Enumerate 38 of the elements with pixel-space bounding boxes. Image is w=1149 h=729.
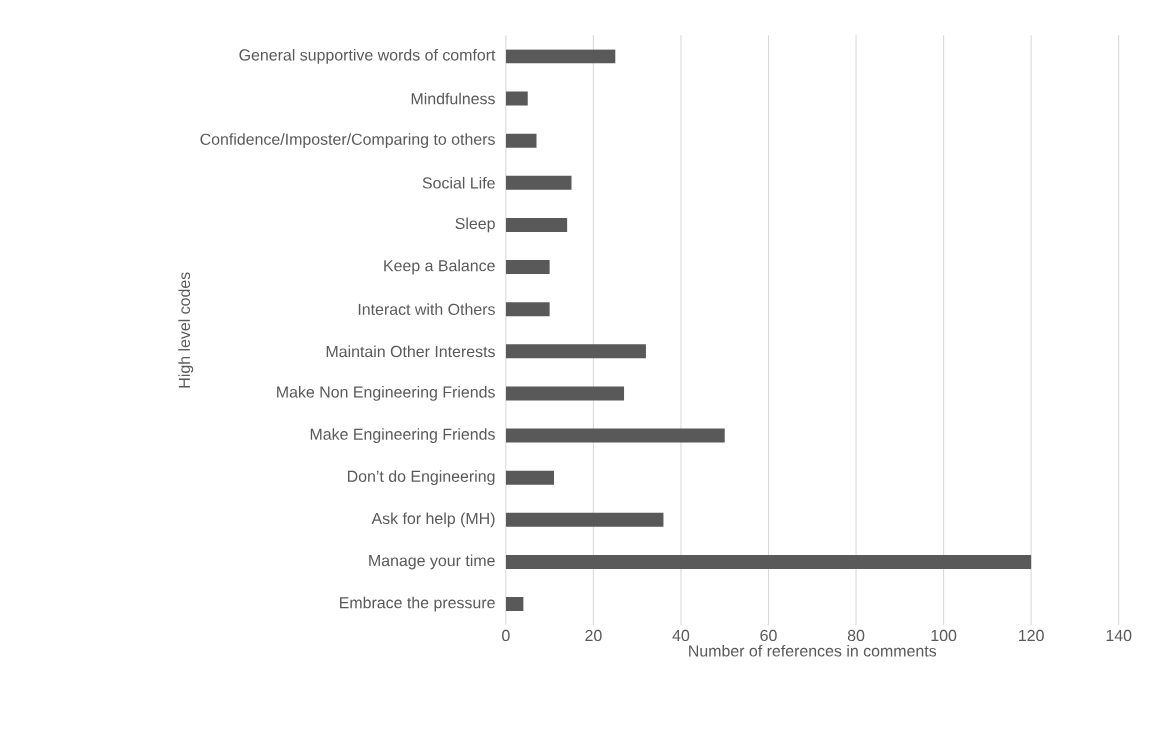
y-axis-title: High level codes (178, 272, 194, 388)
bar (505, 470, 555, 485)
y-tick-label: Keep a Balance (384, 259, 495, 275)
bar (505, 175, 572, 190)
y-tick-label: Ask for help (MH) (371, 512, 495, 528)
bar (505, 259, 550, 274)
y-tick-label: Maintain Other Interests (326, 345, 495, 358)
bar (505, 428, 725, 443)
y-tick-label: General supportive words of comfort (239, 48, 496, 64)
bar (505, 133, 537, 148)
y-tick-label: Sleep (455, 217, 495, 233)
y-tick-label: Make Engineering Friends (310, 428, 495, 443)
y-tick-label: Make Non Engineering Friends (277, 385, 495, 401)
bar (505, 344, 646, 359)
bar (505, 49, 616, 64)
y-tick-label: Mindfulness (411, 92, 495, 105)
x-tick-label: 80 (847, 629, 865, 642)
y-tick-label: Interact with Others (358, 303, 495, 315)
x-tick-label: 100 (931, 629, 957, 642)
y-tick-label: Social Life (422, 176, 495, 189)
bar (505, 217, 568, 232)
x-axis-title: Number of references in comments (689, 644, 937, 657)
x-tick-label: 20 (585, 629, 602, 642)
bar (505, 91, 528, 106)
x-tick-label: 40 (672, 629, 690, 642)
y-tick-label: Confidence/Imposter/Comparing to others (200, 133, 495, 149)
y-tick-label: Don’t do Engineering (347, 470, 495, 486)
x-tick-label: 140 (1106, 629, 1132, 642)
bar (505, 512, 664, 527)
y-tick-label: Embrace the pressure (340, 596, 495, 612)
bar (505, 302, 550, 317)
bar (505, 597, 524, 612)
x-tick-label: 0 (502, 629, 510, 642)
bar (505, 386, 625, 401)
x-tick-label: 120 (1019, 629, 1044, 642)
bar (505, 554, 1032, 569)
x-tick-label: 60 (760, 629, 777, 642)
y-tick-label: Manage your time (369, 554, 495, 570)
